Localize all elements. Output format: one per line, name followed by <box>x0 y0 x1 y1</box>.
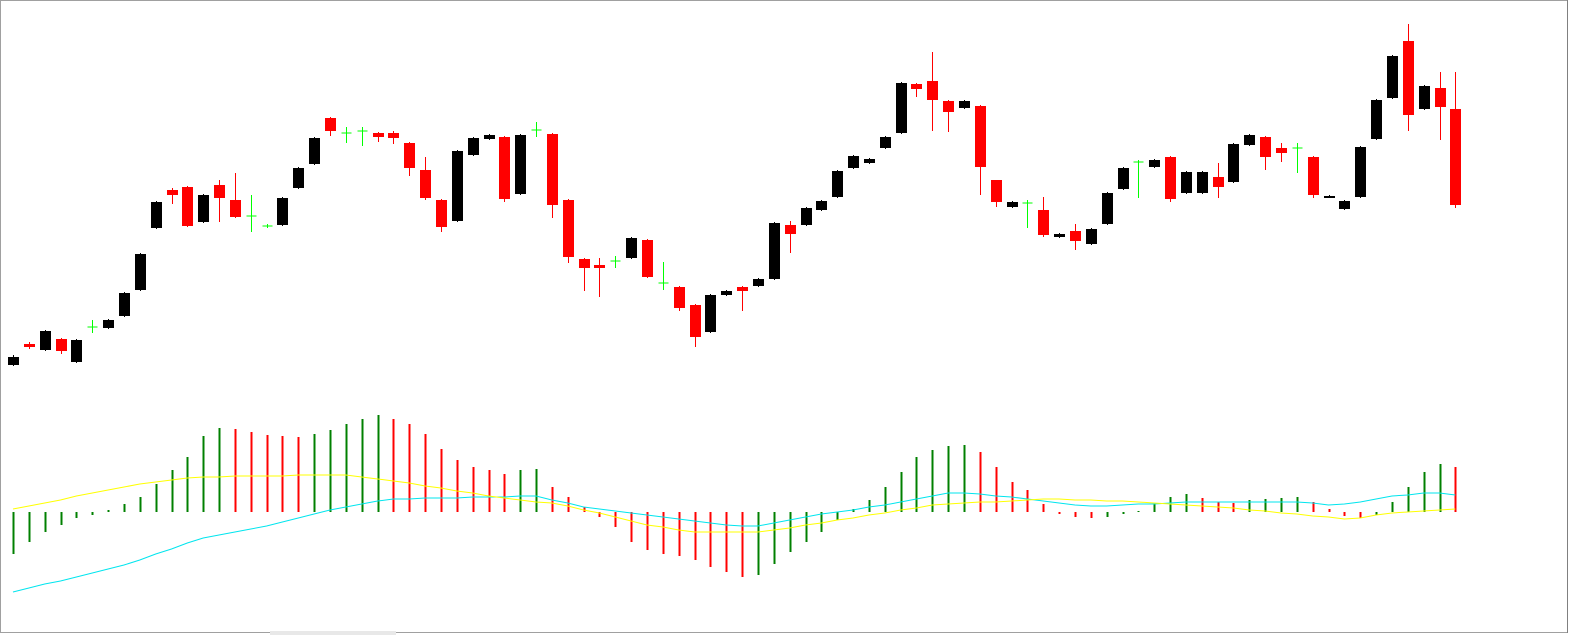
candle-body <box>674 287 685 308</box>
candle-body <box>1276 148 1287 153</box>
candle-body <box>499 137 510 199</box>
candle-body <box>911 84 922 89</box>
candle-body <box>1387 56 1398 98</box>
candle-body <box>1149 160 1160 167</box>
candle-body <box>832 171 843 197</box>
candle-body <box>848 156 859 168</box>
candle-body <box>801 208 812 225</box>
candle-body <box>594 265 605 268</box>
candle-body <box>515 135 526 194</box>
candle-body <box>182 187 193 226</box>
candle-body <box>103 320 114 328</box>
candle-body <box>1118 168 1129 189</box>
candle-body <box>880 137 891 148</box>
candle-body <box>1054 234 1065 237</box>
candle-body <box>452 151 463 221</box>
candle-body <box>1403 41 1414 115</box>
candle-body <box>230 200 241 217</box>
candle-body <box>1007 202 1018 207</box>
candle-body <box>1181 172 1192 193</box>
candle-body <box>642 240 653 277</box>
indicator-line <box>12 492 1456 593</box>
candle-body <box>1102 193 1113 224</box>
candle-body <box>119 293 130 316</box>
indicator-line <box>12 474 1456 533</box>
candle-body <box>1450 109 1461 205</box>
candle-body <box>1213 177 1224 187</box>
candle-body <box>927 81 938 100</box>
candle-body <box>167 190 178 195</box>
candle-body <box>1308 157 1319 195</box>
candle-body <box>8 357 19 365</box>
candle-body <box>1228 144 1239 182</box>
candle-body <box>1324 196 1335 198</box>
candle-body <box>1038 210 1049 235</box>
candle-body <box>690 305 701 337</box>
candle-body <box>579 259 590 268</box>
scrollbar <box>270 631 396 635</box>
candle-body <box>991 180 1002 202</box>
candle-body <box>943 101 954 112</box>
candle-body <box>373 133 384 137</box>
candle-body <box>705 295 716 332</box>
candle-body <box>1070 231 1081 241</box>
candle-body <box>325 118 336 131</box>
candle-body <box>563 200 574 257</box>
candle-body <box>436 200 447 227</box>
candle-body <box>769 223 780 279</box>
candle-body <box>1260 137 1271 157</box>
candle-body <box>721 291 732 295</box>
candle-body <box>1339 201 1350 209</box>
candle-body <box>959 101 970 108</box>
candle-body <box>975 106 986 167</box>
candle-body <box>198 195 209 222</box>
candle-body <box>864 159 875 163</box>
candle-body <box>468 138 479 155</box>
candle-body <box>151 202 162 228</box>
candle-body <box>56 339 67 351</box>
candle-body <box>785 225 796 234</box>
candle-body <box>896 83 907 133</box>
candle-body <box>293 168 304 188</box>
candle-body <box>135 254 146 290</box>
candle-body <box>626 238 637 258</box>
candle-body <box>24 344 35 347</box>
candle-body <box>737 287 748 291</box>
candle-body <box>404 143 415 168</box>
candle-body <box>1244 135 1255 145</box>
candle-body <box>1419 86 1430 109</box>
price-panel <box>8 24 1461 366</box>
candle-body <box>1371 100 1382 139</box>
candle-body <box>484 135 495 139</box>
candle-body <box>214 185 225 198</box>
candle-body <box>1435 88 1446 107</box>
oscillator-panel <box>12 415 1457 593</box>
candle-body <box>1355 147 1366 197</box>
candle-body <box>309 138 320 164</box>
candle-body <box>40 331 51 350</box>
candle-body <box>1197 172 1208 193</box>
candle-body <box>388 133 399 138</box>
candle-body <box>420 170 431 198</box>
candle-body <box>816 201 827 210</box>
candle-body <box>277 198 288 225</box>
candle-body <box>1165 157 1176 199</box>
candle-body <box>1086 229 1097 244</box>
candle-body <box>547 134 558 205</box>
candle-body <box>753 279 764 286</box>
candle-body <box>71 340 82 362</box>
